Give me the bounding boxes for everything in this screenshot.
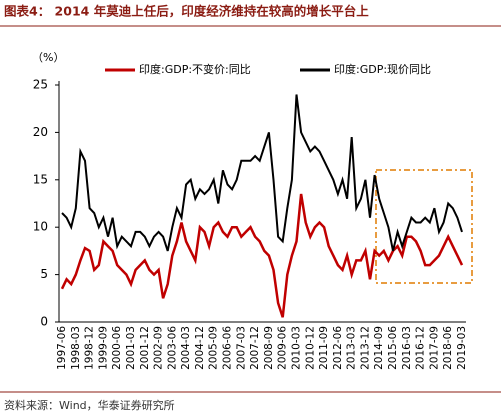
source: 资料来源：Wind，华泰证券研究所: [4, 398, 175, 412]
y-tick-label: 15: [33, 172, 48, 186]
x-tick-label: 1997-06: [56, 326, 68, 370]
x-tick-label: 2006-06: [222, 326, 234, 370]
legend-label: 印度:GDP:不变价:同比: [139, 62, 251, 76]
y-tick-label: 25: [33, 78, 48, 92]
y-tick-label: 20: [33, 125, 48, 139]
x-tick-label: 2005-09: [208, 326, 220, 370]
y-tick-label: 5: [40, 267, 48, 281]
x-tick-label: 2013-12: [359, 326, 371, 370]
y-tick-label: 0: [40, 315, 48, 329]
x-tick-label: 2001-03: [125, 326, 137, 370]
line-series: [61, 94, 463, 252]
x-tick-label: 2004-12: [194, 326, 206, 370]
x-tick-label: 1998-12: [84, 326, 96, 370]
x-tick-label: 1999-09: [97, 326, 109, 370]
x-tick-label: 2018-06: [442, 326, 454, 370]
y-axis-label: （%）: [32, 51, 64, 64]
line-series: [60, 193, 464, 318]
x-tick-label: 2008-09: [263, 326, 275, 370]
x-tick-label: 2013-03: [346, 326, 358, 370]
x-tick-label: 2010-12: [304, 326, 316, 370]
x-tick-label: 2017-09: [428, 326, 440, 370]
highlight-box: [375, 169, 473, 284]
x-tick-label: 2015-06: [387, 326, 399, 370]
chart-title: 图表4： 2014 年莫迪上任后，印度经济维持在较高的增长平台上: [4, 4, 369, 19]
x-tick-label: 2002-09: [153, 326, 165, 370]
x-tick-label: 2011-09: [318, 326, 330, 370]
x-tick-label: 2007-03: [235, 326, 247, 370]
x-tick-label: 2004-03: [180, 326, 192, 370]
x-tick-label: 2012-06: [332, 326, 344, 370]
x-tick-label: 2001-12: [139, 326, 151, 370]
y-tick-label: 10: [33, 220, 48, 234]
x-tick-label: 1998-03: [70, 326, 82, 370]
x-tick-label: 2000-06: [111, 326, 123, 370]
x-tick-label: 2010-03: [290, 326, 302, 370]
x-tick-label: 2009-06: [277, 326, 289, 370]
x-tick-label: 2003-06: [166, 326, 178, 370]
x-tick-label: 2014-09: [373, 326, 385, 370]
x-tick-label: 2019-03: [456, 326, 468, 370]
x-tick-label: 2007-12: [249, 326, 261, 370]
x-tick-label: 2016-12: [415, 326, 427, 370]
legend-label: 印度:GDP:现价同比: [334, 62, 431, 76]
x-tick-label: 2016-03: [401, 326, 413, 370]
